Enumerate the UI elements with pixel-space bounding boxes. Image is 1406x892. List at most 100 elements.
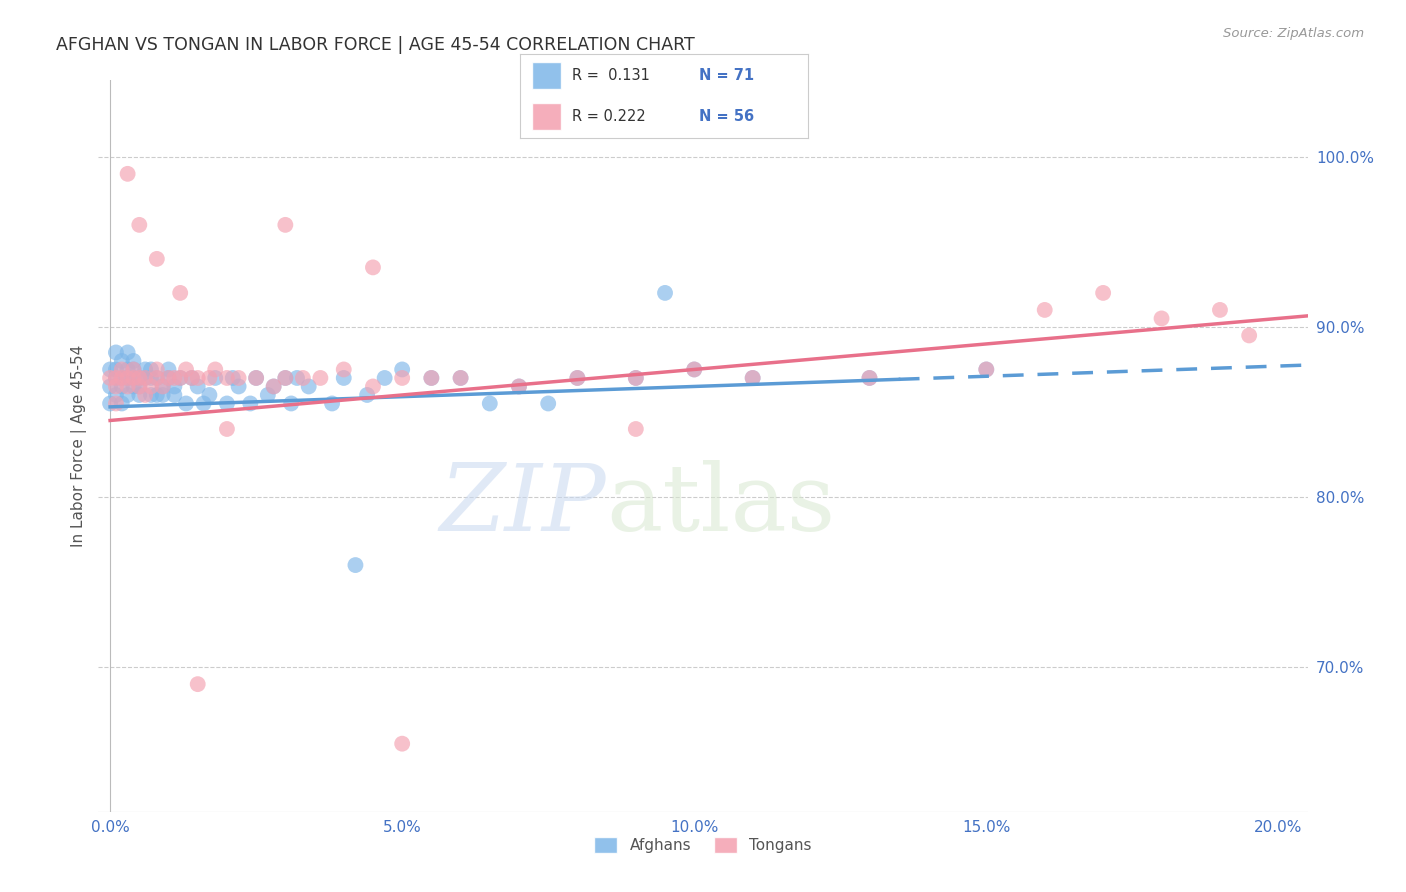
Point [332, 362, 354, 376]
Point [152, 379, 174, 393]
Point [134, 388, 156, 402]
Point [1150, 311, 1173, 326]
Text: N = 71: N = 71 [699, 68, 754, 83]
Point [228, 371, 250, 385]
Point [111, 354, 134, 368]
Point [180, 371, 202, 385]
Point [122, 371, 145, 385]
Point [169, 371, 191, 385]
Point [858, 371, 880, 385]
Point [146, 371, 169, 385]
Point [263, 379, 285, 393]
Point [198, 388, 221, 402]
Point [420, 371, 443, 385]
Point [198, 371, 221, 385]
Point [169, 285, 191, 300]
Point [152, 388, 174, 402]
Point [139, 362, 162, 376]
Point [98, 362, 121, 376]
Point [361, 379, 384, 393]
Point [222, 371, 245, 385]
Text: Source: ZipAtlas.com: Source: ZipAtlas.com [1223, 27, 1364, 40]
Point [567, 371, 589, 385]
Point [139, 379, 162, 393]
Point [624, 371, 647, 385]
Point [187, 379, 209, 393]
Point [309, 371, 332, 385]
Point [204, 362, 226, 376]
Point [567, 371, 589, 385]
Point [741, 371, 763, 385]
Text: R =  0.131: R = 0.131 [572, 68, 650, 83]
Point [111, 371, 134, 385]
Point [187, 677, 209, 691]
Point [228, 379, 250, 393]
Point [174, 396, 197, 410]
Point [391, 737, 413, 751]
Point [478, 396, 501, 410]
Point [215, 396, 238, 410]
Y-axis label: In Labor Force | Age 45-54: In Labor Force | Age 45-54 [72, 345, 87, 547]
Point [1209, 302, 1232, 317]
Point [298, 379, 321, 393]
Point [122, 362, 145, 376]
Point [111, 379, 134, 393]
Point [128, 218, 150, 232]
Point [98, 371, 121, 385]
Point [1092, 285, 1115, 300]
Point [180, 371, 202, 385]
Point [174, 362, 197, 376]
Point [139, 388, 162, 402]
Point [104, 396, 127, 410]
Point [157, 371, 180, 385]
Point [163, 371, 186, 385]
Point [117, 371, 139, 385]
Point [128, 371, 150, 385]
Point [285, 371, 308, 385]
Point [858, 371, 880, 385]
Point [420, 371, 443, 385]
Bar [531, 62, 561, 89]
Point [683, 362, 706, 376]
Point [117, 388, 139, 402]
Point [117, 371, 139, 385]
Point [187, 371, 209, 385]
Point [128, 379, 150, 393]
Point [134, 371, 156, 385]
Point [1033, 302, 1056, 317]
Point [122, 371, 145, 385]
Point [274, 371, 297, 385]
Point [193, 396, 215, 410]
Point [163, 388, 186, 402]
Point [624, 422, 647, 436]
Point [128, 388, 150, 402]
Point [344, 558, 367, 572]
Point [508, 379, 530, 393]
Point [974, 362, 997, 376]
Point [374, 371, 396, 385]
Point [169, 371, 191, 385]
Point [163, 379, 186, 393]
Point [450, 371, 472, 385]
Point [111, 371, 134, 385]
Point [361, 260, 384, 275]
Point [104, 362, 127, 376]
Point [146, 362, 169, 376]
Point [391, 362, 413, 376]
Point [204, 371, 226, 385]
Point [256, 388, 278, 402]
Point [1237, 328, 1260, 343]
Point [245, 371, 267, 385]
Point [134, 371, 156, 385]
Legend: Afghans, Tongans: Afghans, Tongans [588, 830, 818, 859]
Point [321, 396, 343, 410]
Point [157, 371, 180, 385]
Point [117, 379, 139, 393]
Point [741, 371, 763, 385]
Text: N = 56: N = 56 [699, 109, 754, 124]
Point [146, 252, 169, 266]
Point [280, 396, 302, 410]
Point [654, 285, 676, 300]
Point [111, 362, 134, 376]
Point [104, 345, 127, 359]
